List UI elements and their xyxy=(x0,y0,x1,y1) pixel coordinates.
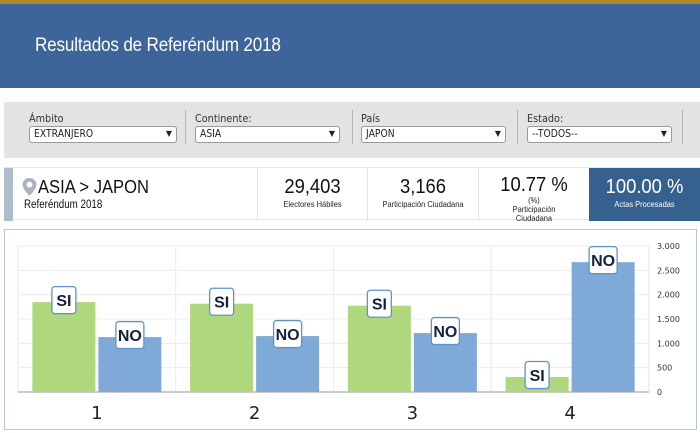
summary-accent-bar xyxy=(4,168,13,221)
page-header: Resultados de Referéndum 2018 xyxy=(0,4,700,88)
bar-si xyxy=(32,302,96,392)
stat-actas: 100.00 % Actas Procesadas xyxy=(589,168,700,221)
filter-estado-label: Estado: xyxy=(527,112,564,125)
filter-ambito: Ámbito EXTRANJERO ▼ xyxy=(29,112,177,143)
pais-select[interactable]: JAPON ▼ xyxy=(361,126,506,143)
y-tick-label: 1.500 xyxy=(657,315,680,324)
data-label-box xyxy=(208,287,235,316)
estado-select[interactable]: --TODOS-- ▼ xyxy=(527,126,672,143)
bar-chart: 0 500 1.000 1.500 2.000 2.500 3.000 SI NO 1 SI NO 2 S… xyxy=(17,242,680,424)
estado-select-value: --TODOS-- xyxy=(532,128,578,140)
data-label: SI xyxy=(214,295,229,312)
stat-caption: Electores Hábiles xyxy=(283,199,342,209)
stat-value: 3,166 xyxy=(399,176,447,198)
y-tick-label: 0 xyxy=(657,388,662,397)
filter-continente-label: Continente: xyxy=(195,112,252,125)
filter-divider xyxy=(185,110,186,144)
filter-ambito-label: Ámbito xyxy=(29,112,64,125)
filter-continente: Continente: ASIA ▼ xyxy=(195,112,340,143)
stat-caption: Participación Ciudadana xyxy=(382,199,464,209)
data-label-box xyxy=(272,319,303,349)
stat-caption: (%) Participación Ciudadana xyxy=(512,195,556,223)
stat-value: 29,403 xyxy=(284,176,341,198)
stat-participacion-pct: 10.77 % (%) Participación Ciudadana xyxy=(478,168,589,223)
filter-divider xyxy=(682,110,683,144)
location-path: ASIA > JAPON xyxy=(38,177,149,197)
chevron-down-icon: ▼ xyxy=(165,129,172,138)
filter-bar: Ámbito EXTRANJERO ▼ Continente: ASIA ▼ P… xyxy=(4,102,700,158)
x-tick-label: 1 xyxy=(91,403,102,424)
data-label: SI xyxy=(530,368,545,385)
y-tick-label: 2.000 xyxy=(657,291,680,300)
data-label-box xyxy=(366,289,393,318)
x-tick-label: 2 xyxy=(249,403,260,424)
filter-divider xyxy=(517,110,518,144)
filter-estado: Estado: --TODOS-- ▼ xyxy=(527,112,672,143)
y-tick-label: 500 xyxy=(657,364,672,373)
x-tick-label: 3 xyxy=(407,403,418,424)
data-label: NO xyxy=(118,328,142,345)
continente-select-value: ASIA xyxy=(200,128,222,140)
stat-caption: Actas Procesadas xyxy=(614,199,675,209)
data-label-box xyxy=(524,360,550,390)
bar-si xyxy=(190,303,254,392)
chevron-down-icon: ▼ xyxy=(494,129,501,138)
filter-pais: País JAPON ▼ xyxy=(361,112,506,143)
pais-select-value: JAPON xyxy=(366,128,395,140)
data-label: NO xyxy=(591,253,615,270)
top-accent-bar xyxy=(0,0,700,4)
stat-electores: 29,403 Electores Hábiles xyxy=(257,168,367,221)
stat-value: 100.00 % xyxy=(605,176,684,198)
data-label-box xyxy=(430,316,461,346)
continente-select[interactable]: ASIA ▼ xyxy=(195,126,340,143)
chevron-down-icon: ▼ xyxy=(660,129,667,138)
data-label-box xyxy=(51,285,77,315)
filter-pais-label: País xyxy=(361,112,381,125)
data-label: SI xyxy=(56,293,71,310)
page-title: Resultados de Referéndum 2018 xyxy=(35,35,281,56)
stat-value: 10.77 % xyxy=(500,174,568,196)
chevron-down-icon: ▼ xyxy=(328,129,335,138)
location-subtitle: Referéndum 2018 xyxy=(24,199,103,211)
bar-si xyxy=(347,305,411,392)
stat-participacion: 3,166 Participación Ciudadana xyxy=(367,168,478,221)
results-chart: 0 500 1.000 1.500 2.000 2.500 3.000 SI NO 1 SI NO 2 S… xyxy=(4,229,697,430)
data-label: NO xyxy=(433,324,457,341)
data-label: NO xyxy=(276,327,300,344)
y-tick-label: 3.000 xyxy=(657,242,680,251)
bar-no xyxy=(571,262,635,392)
x-tick-label: 4 xyxy=(564,403,575,424)
ambito-select-value: EXTRANJERO xyxy=(34,128,94,140)
ambito-select[interactable]: EXTRANJERO ▼ xyxy=(29,126,177,143)
map-pin-icon xyxy=(22,178,37,196)
data-label-box xyxy=(115,320,145,350)
y-tick-label: 2.500 xyxy=(657,266,680,275)
data-label: SI xyxy=(372,297,387,314)
y-tick-label: 1.000 xyxy=(657,339,680,348)
filter-divider xyxy=(352,110,353,144)
summary-panel: ASIA > JAPON Referéndum 2018 29,403 Elec… xyxy=(4,167,700,223)
data-label-box xyxy=(588,246,618,275)
